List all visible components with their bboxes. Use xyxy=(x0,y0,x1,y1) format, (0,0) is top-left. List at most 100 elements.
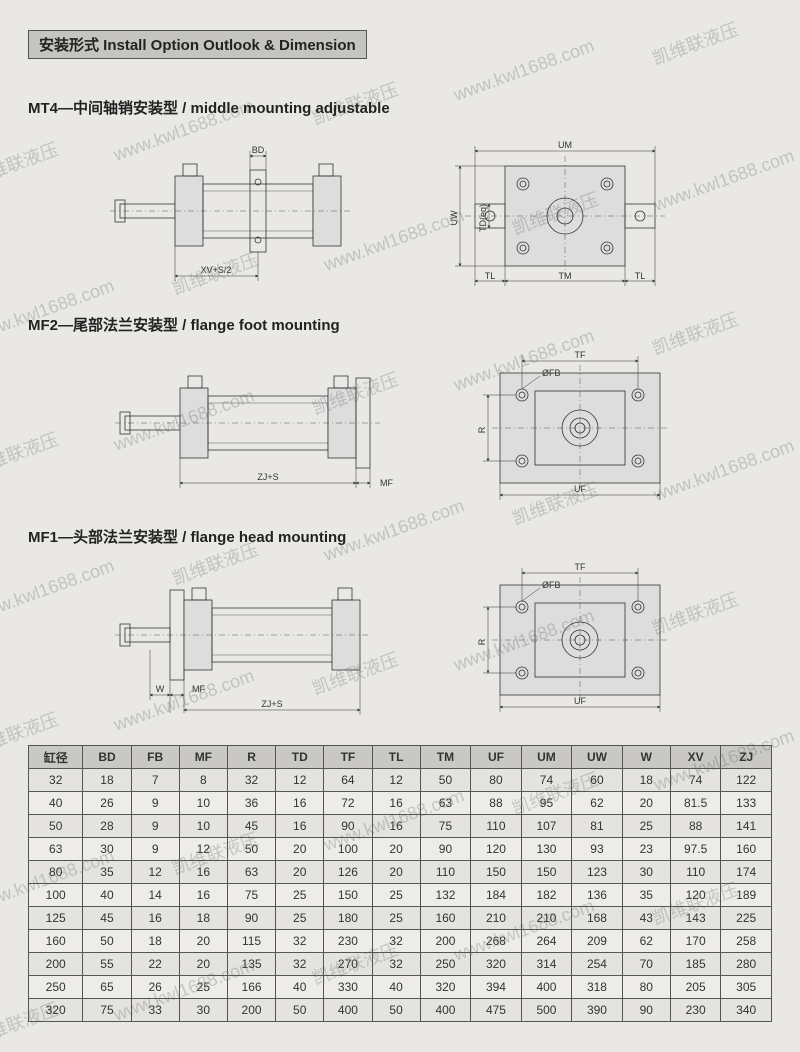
table-cell: 63 xyxy=(227,861,275,884)
table-cell: 143 xyxy=(670,907,721,930)
table-cell: 330 xyxy=(324,976,372,999)
dim-mf1: MF xyxy=(192,684,205,694)
table-cell: 35 xyxy=(622,884,670,907)
table-cell: 75 xyxy=(227,884,275,907)
table-header: TL xyxy=(372,746,420,769)
table-cell: 62 xyxy=(572,792,623,815)
table-cell: 189 xyxy=(721,884,772,907)
table-cell: 30 xyxy=(83,838,131,861)
table-cell: 270 xyxy=(324,953,372,976)
table-cell: 9 xyxy=(131,792,179,815)
table-cell: 136 xyxy=(572,884,623,907)
table-cell: 40 xyxy=(83,884,131,907)
table-row: 12545161890251802516021021016843143225 xyxy=(29,907,772,930)
table-row: 8035121663201262011015015012330110174 xyxy=(29,861,772,884)
table-cell: 20 xyxy=(179,953,227,976)
table-cell: 95 xyxy=(521,792,572,815)
table-cell: 18 xyxy=(179,907,227,930)
table-header: BD xyxy=(83,746,131,769)
table-cell: 168 xyxy=(572,907,623,930)
table-cell: 209 xyxy=(572,930,623,953)
dim-tf: TF xyxy=(575,350,586,360)
table-cell: 500 xyxy=(521,999,572,1022)
table-header: UM xyxy=(521,746,572,769)
table-cell: 32 xyxy=(372,930,420,953)
table-header: 缸径 xyxy=(29,746,83,769)
table-cell: 400 xyxy=(324,999,372,1022)
table-cell: 475 xyxy=(471,999,522,1022)
table-cell: 16 xyxy=(372,792,420,815)
mf2-side-drawing: ZJ+S MF xyxy=(110,343,420,508)
table-cell: 180 xyxy=(324,907,372,930)
table-cell: 16 xyxy=(131,907,179,930)
table-cell: 110 xyxy=(471,815,522,838)
table-cell: 75 xyxy=(83,999,131,1022)
table-cell: 12 xyxy=(372,769,420,792)
table-cell: 166 xyxy=(227,976,275,999)
table-cell: 74 xyxy=(521,769,572,792)
table-cell: 90 xyxy=(622,999,670,1022)
table-cell: 18 xyxy=(83,769,131,792)
table-header: TF xyxy=(324,746,372,769)
table-cell: 18 xyxy=(131,930,179,953)
table-cell: 210 xyxy=(521,907,572,930)
table-cell: 26 xyxy=(83,792,131,815)
mf1-front-drawing: TF ØFB R UF xyxy=(460,555,690,725)
table-header: XV xyxy=(670,746,721,769)
table-cell: 250 xyxy=(29,976,83,999)
table-cell: 135 xyxy=(227,953,275,976)
table-cell: 64 xyxy=(324,769,372,792)
table-cell: 20 xyxy=(372,838,420,861)
dim-mf: MF xyxy=(380,478,393,488)
mt4-front-drawing: UM UW TD(eq) TL TM TL xyxy=(435,126,695,296)
table-cell: 14 xyxy=(131,884,179,907)
table-cell: 160 xyxy=(420,907,471,930)
table-cell: 160 xyxy=(29,930,83,953)
table-cell: 45 xyxy=(227,815,275,838)
table-cell: 132 xyxy=(420,884,471,907)
table-cell: 394 xyxy=(471,976,522,999)
drawing-row-mf2: ZJ+S MF TF ØFB R UF xyxy=(28,343,772,508)
table-cell: 97.5 xyxy=(670,838,721,861)
dim-um: UM xyxy=(558,140,572,150)
mf2-front-drawing: TF ØFB R UF xyxy=(460,343,690,508)
table-cell: 230 xyxy=(670,999,721,1022)
dim-uw: UW xyxy=(449,210,459,225)
table-cell: 305 xyxy=(721,976,772,999)
table-cell: 174 xyxy=(721,861,772,884)
section-title-mf2: MF2—尾部法兰安装型 / flange foot mounting xyxy=(28,314,772,335)
table-cell: 320 xyxy=(29,999,83,1022)
dim-r1: R xyxy=(477,638,487,645)
table-cell: 9 xyxy=(131,838,179,861)
table-cell: 8 xyxy=(179,769,227,792)
dim-td: TD(eq) xyxy=(478,204,488,232)
table-cell: 110 xyxy=(670,861,721,884)
dim-fb1: ØFB xyxy=(542,580,561,590)
table-cell: 264 xyxy=(521,930,572,953)
table-header: UF xyxy=(471,746,522,769)
table-cell: 123 xyxy=(572,861,623,884)
table-cell: 110 xyxy=(420,861,471,884)
table-header: FB xyxy=(131,746,179,769)
table-cell: 12 xyxy=(179,838,227,861)
table-cell: 182 xyxy=(521,884,572,907)
table-cell: 26 xyxy=(131,976,179,999)
dim-zj1: ZJ+S xyxy=(261,699,282,709)
table-header: UW xyxy=(572,746,623,769)
header-title: 安装形式 Install Option Outlook & Dimension xyxy=(39,37,356,54)
table-cell: 63 xyxy=(420,792,471,815)
table-cell: 50 xyxy=(227,838,275,861)
section-title-mt4: MT4—中间轴销安装型 / middle mounting adjustable xyxy=(28,97,772,118)
table-cell: 60 xyxy=(572,769,623,792)
table-cell: 150 xyxy=(521,861,572,884)
table-cell: 16 xyxy=(276,815,324,838)
table-row: 32187832126412508074601874122 xyxy=(29,769,772,792)
dim-uf1: UF xyxy=(574,696,586,706)
table-cell: 20 xyxy=(276,861,324,884)
table-cell: 200 xyxy=(29,953,83,976)
table-header: R xyxy=(227,746,275,769)
table-cell: 50 xyxy=(29,815,83,838)
table-cell: 250 xyxy=(420,953,471,976)
table-cell: 90 xyxy=(324,815,372,838)
table-cell: 120 xyxy=(471,838,522,861)
